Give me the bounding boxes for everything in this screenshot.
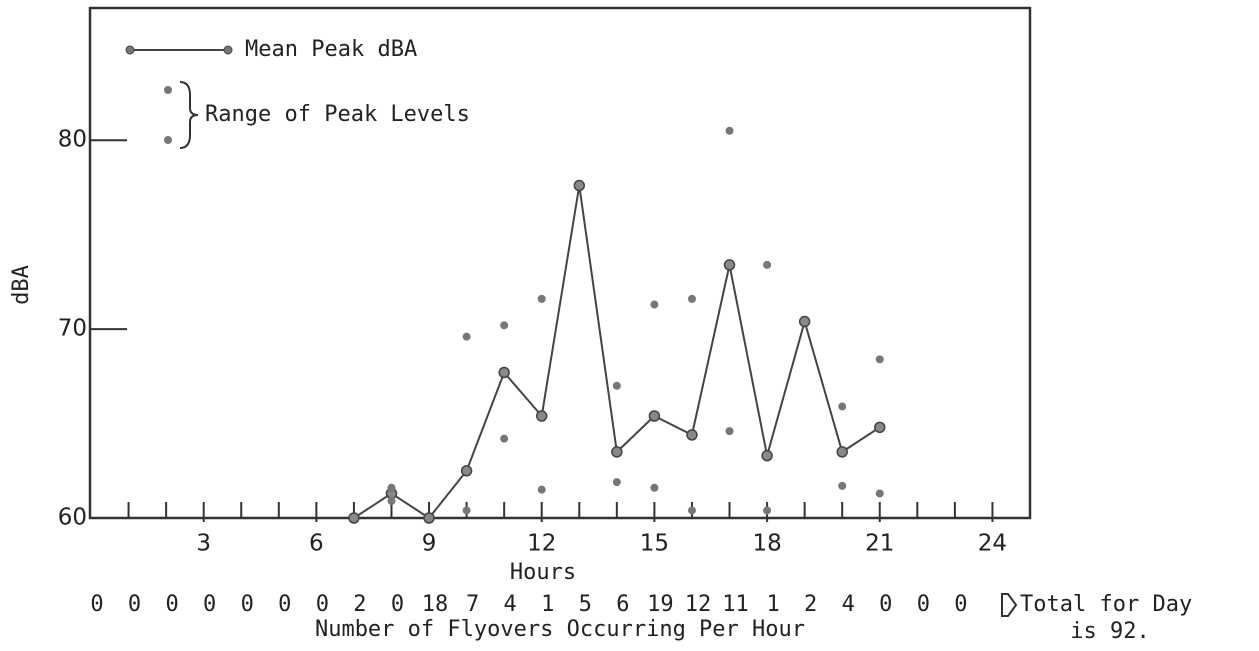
range-high <box>612 381 621 390</box>
y-tick-label: 70 <box>58 316 87 342</box>
mean-point <box>836 446 848 458</box>
mean-point <box>723 259 736 271</box>
mean-point <box>686 429 698 441</box>
range-low <box>500 434 509 443</box>
flyover-count: 2 <box>804 592 817 617</box>
flyover-count: 1 <box>541 592 554 617</box>
mean-line <box>353 185 881 520</box>
total-label: is 92. <box>1070 619 1149 644</box>
x-tick-label: 24 <box>978 531 1007 557</box>
flyover-count: 0 <box>165 592 178 617</box>
x-tick-label: 18 <box>752 531 781 557</box>
flyover-count: 18 <box>422 592 449 617</box>
flyover-count: 0 <box>128 592 141 617</box>
flyover-count: 0 <box>278 592 291 617</box>
range-high <box>875 355 884 364</box>
total-arrow <box>1001 593 1018 617</box>
legend-dot <box>125 45 135 55</box>
mean-point <box>874 421 886 434</box>
flyover-count: 0 <box>203 592 216 617</box>
range-low <box>725 427 734 436</box>
legend-label: Mean Peak dBA <box>245 37 417 62</box>
y-tick-label: 60 <box>58 505 87 531</box>
x-axis-label: Hours <box>510 560 576 585</box>
range-low <box>537 485 546 494</box>
legend-label: Range of Peak Levels <box>205 102 470 127</box>
plot-frame <box>88 6 1032 520</box>
y-tick-label: 80 <box>58 127 87 153</box>
mean-point <box>460 465 473 477</box>
flyover-count: 0 <box>316 592 329 617</box>
range-high <box>838 402 847 411</box>
x-tick-label: 15 <box>640 531 669 557</box>
x-tick-label: 12 <box>527 531 556 557</box>
range-low <box>687 506 696 515</box>
x-tick-label: 6 <box>309 531 324 557</box>
legend-dot <box>223 45 233 55</box>
flyover-count: 4 <box>504 592 517 617</box>
flyover-count: 4 <box>842 592 855 617</box>
mean-point <box>498 366 510 379</box>
flyover-count: 0 <box>954 592 967 617</box>
range-high <box>687 294 696 303</box>
mean-point <box>611 446 623 458</box>
total-label: Total for Day <box>1020 592 1192 617</box>
range-low <box>387 497 396 505</box>
flyover-count: 0 <box>241 592 254 617</box>
range-low <box>650 483 659 492</box>
mean-point <box>761 449 773 462</box>
legend-star <box>164 136 172 144</box>
mean-point <box>348 512 360 524</box>
x-tick-label: 3 <box>196 531 211 557</box>
mean-point <box>573 179 586 192</box>
flyover-count: 0 <box>917 592 930 617</box>
mean-point <box>535 410 548 422</box>
range-low <box>612 478 621 487</box>
flyover-count: 1 <box>766 592 779 617</box>
range-high <box>537 294 546 303</box>
flyover-count: 7 <box>466 592 479 617</box>
range-high <box>462 332 471 341</box>
mean-point <box>798 315 811 328</box>
legend-brace <box>179 81 199 149</box>
range-low <box>875 489 884 498</box>
range-high <box>763 260 772 269</box>
range-high <box>725 126 734 135</box>
x-tick-label: 21 <box>865 531 894 557</box>
range-high <box>387 483 396 492</box>
range-high <box>650 300 659 309</box>
flyover-count: 5 <box>579 592 592 617</box>
flyover-count: 0 <box>879 592 892 617</box>
mean-point <box>423 512 435 524</box>
y-axis-label: dBA <box>9 265 34 305</box>
flyover-count: 0 <box>391 592 404 617</box>
x-tick-label: 9 <box>422 531 437 557</box>
range-low <box>462 506 471 515</box>
flyover-count: 2 <box>353 592 366 617</box>
flyover-count: 0 <box>90 592 103 617</box>
flyover-count: 19 <box>647 592 674 617</box>
range-low <box>763 506 772 515</box>
flyovers-label: Number of Flyovers Occurring Per Hour <box>315 617 805 642</box>
legend-star <box>164 86 172 94</box>
mean-point <box>648 410 661 422</box>
flyover-count: 11 <box>722 592 749 617</box>
flyover-count: 12 <box>685 592 712 617</box>
range-low <box>838 481 847 490</box>
range-high <box>500 321 509 330</box>
flyover-count: 6 <box>616 592 629 617</box>
